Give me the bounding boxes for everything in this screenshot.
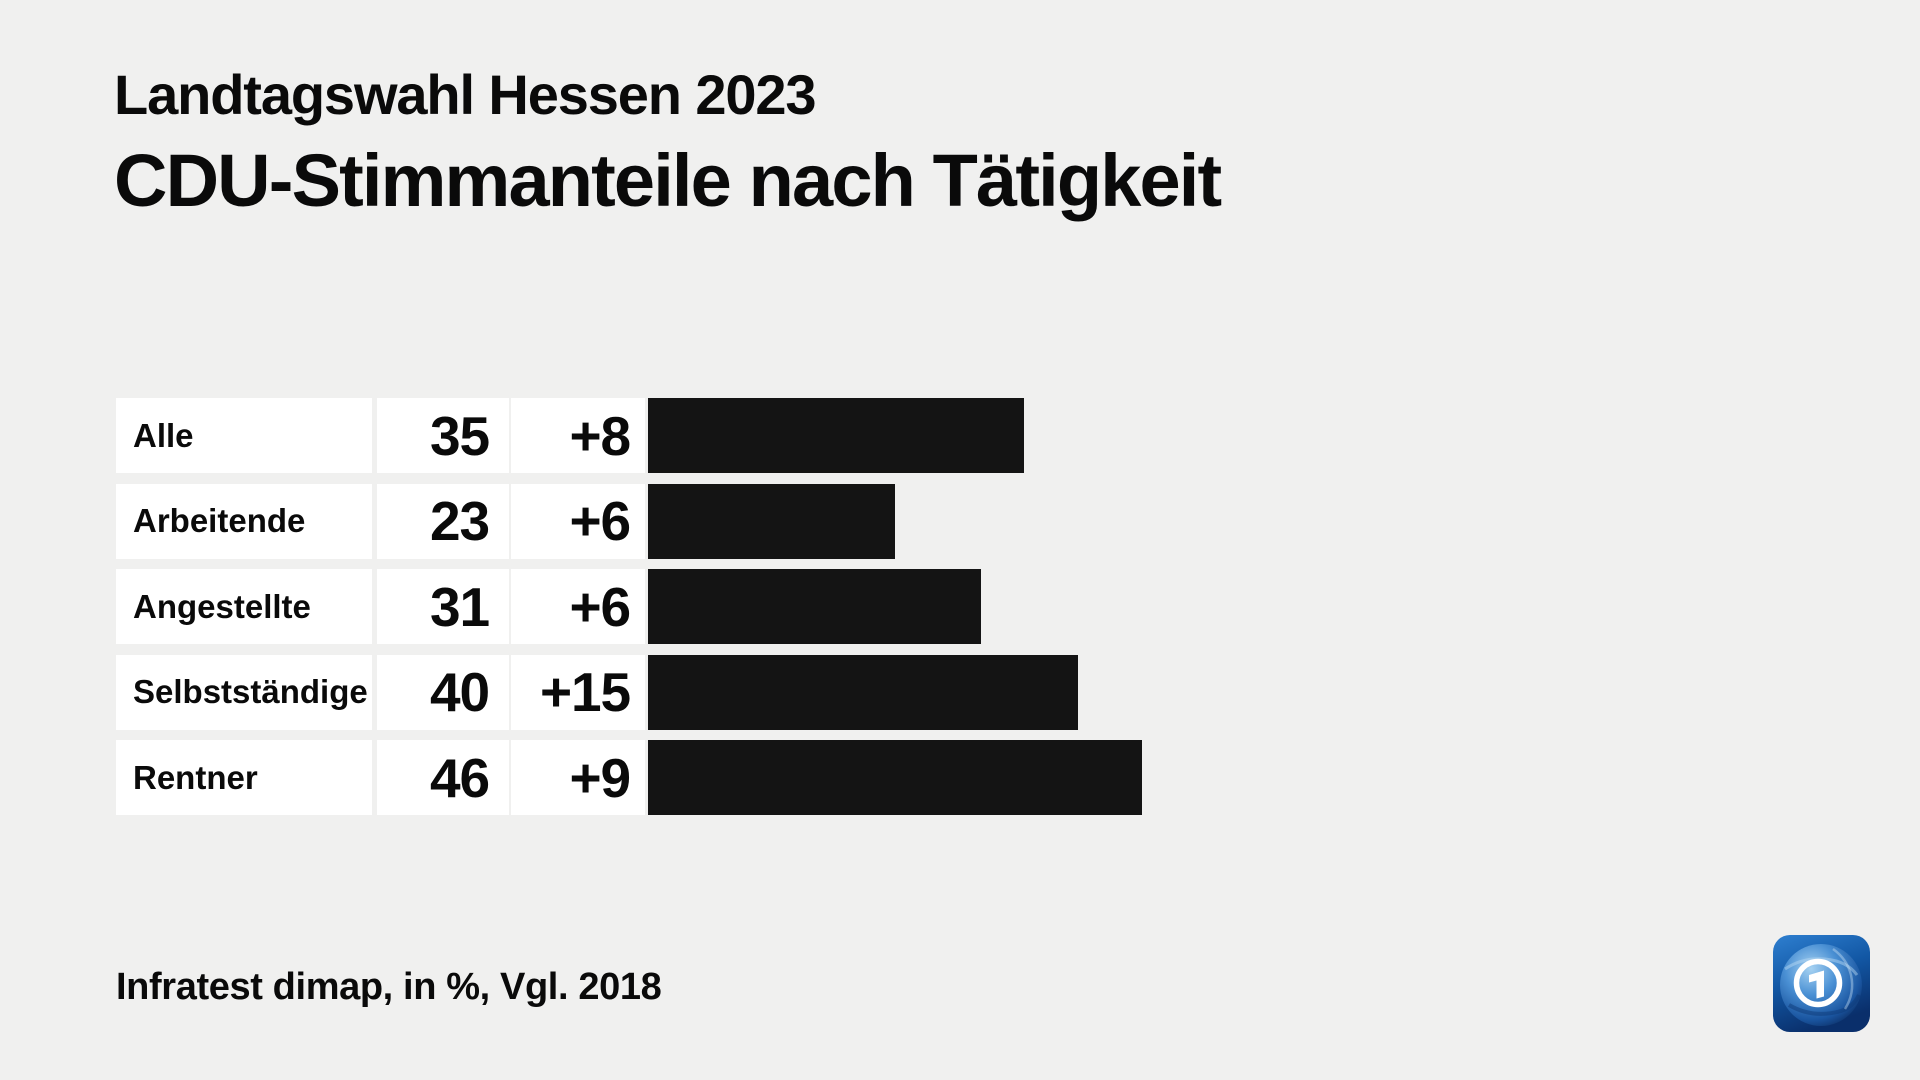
chart-title: CDU-Stimmanteile nach Tätigkeit bbox=[114, 139, 1222, 222]
bar bbox=[648, 398, 1024, 473]
chart-row: Rentner 46 +9 bbox=[116, 740, 1142, 815]
chart-row: Alle 35 +8 bbox=[116, 398, 1142, 473]
value-label: 31 bbox=[377, 569, 509, 644]
chart-row: Selbstständige 40 +15 bbox=[116, 654, 1142, 730]
bar bbox=[648, 483, 895, 559]
chart-row: Angestellte 31 +6 bbox=[116, 569, 1142, 644]
change-label: +15 bbox=[511, 654, 645, 730]
chart-kicker: Landtagswahl Hessen 2023 bbox=[114, 63, 817, 126]
chart-row: Arbeitende 23 +6 bbox=[116, 483, 1142, 559]
value-label: 35 bbox=[377, 398, 509, 473]
value-label: 23 bbox=[377, 483, 509, 559]
source-note: Infratest dimap, in %, Vgl. 2018 bbox=[116, 966, 662, 1008]
value-label: 40 bbox=[377, 654, 509, 730]
category-label: Rentner bbox=[116, 740, 372, 815]
change-label: +8 bbox=[511, 398, 645, 473]
category-label: Alle bbox=[116, 398, 372, 473]
bar bbox=[648, 654, 1078, 730]
change-label: +9 bbox=[511, 740, 645, 815]
bar-chart: Alle 35 +8 Arbeitende 23 +6 Angestellte … bbox=[116, 398, 1142, 815]
category-label: Arbeitende bbox=[116, 483, 372, 559]
change-label: +6 bbox=[511, 483, 645, 559]
change-label: +6 bbox=[511, 569, 645, 644]
category-label: Selbstständige bbox=[116, 654, 372, 730]
bar bbox=[648, 569, 981, 644]
bar bbox=[648, 740, 1142, 815]
category-label: Angestellte bbox=[116, 569, 372, 644]
ard-tagesschau-globe-icon bbox=[1773, 935, 1870, 1032]
value-label: 46 bbox=[377, 740, 509, 815]
